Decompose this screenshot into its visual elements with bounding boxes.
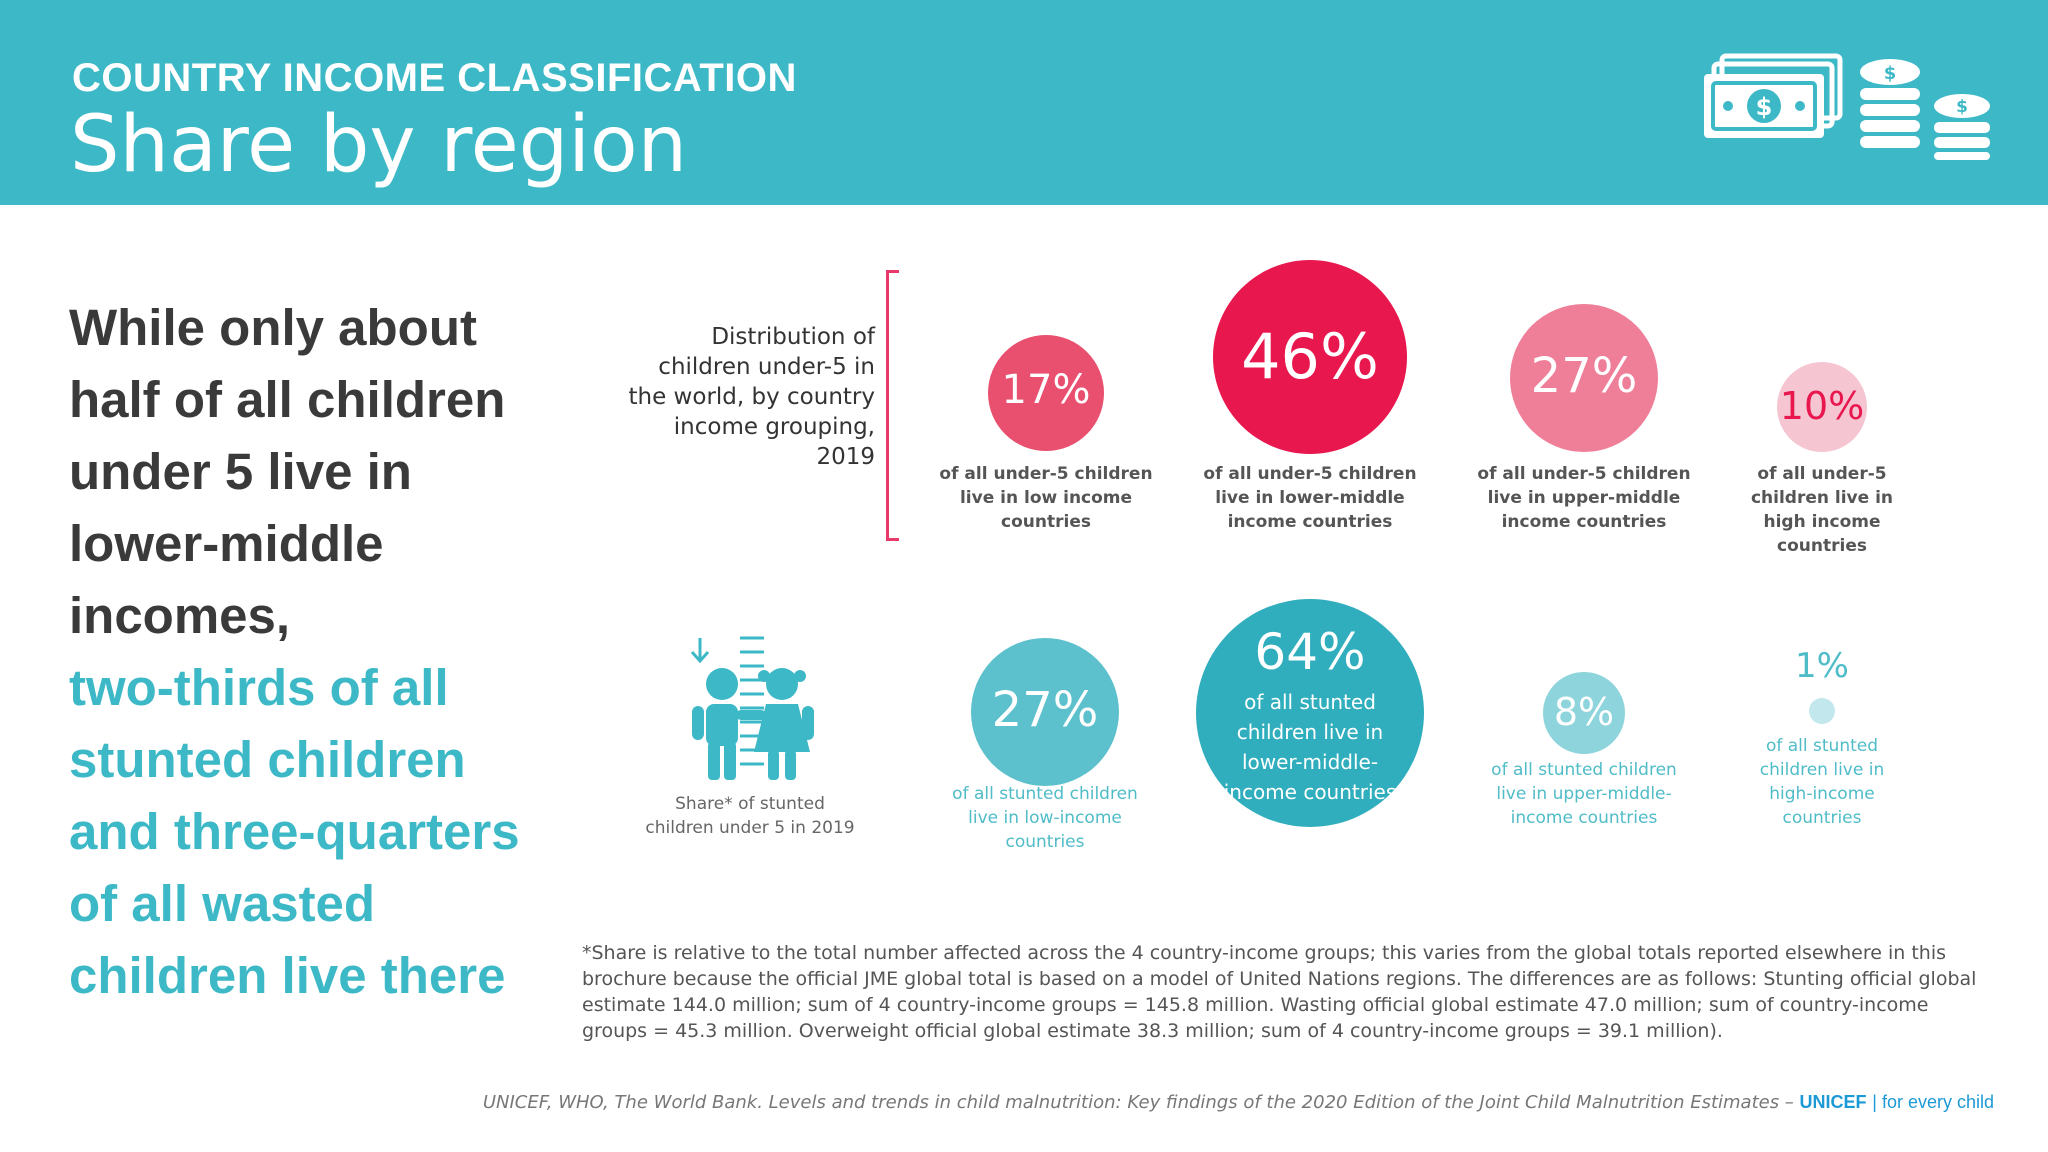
lead-line: under 5 live in [69,443,412,500]
bubble-low-income: 17% [988,335,1104,451]
lead-statement: While only about half of all children un… [69,292,569,1012]
lead-highlight-line: two-thirds of all [69,659,449,716]
bubble-stunted-low-income: 27% [971,638,1119,786]
source-text: UNICEF, WHO, The World Bank. Levels and … [482,1092,1800,1113]
lead-highlight-line: stunted children [69,731,466,788]
lead-line: half of all children [69,371,506,428]
source-tagline: | for every child [1872,1092,1994,1112]
lead-highlight-line: children live there [69,947,506,1004]
distribution-label: Distribution of children under-5 in the … [628,324,876,470]
bubble-value: 46% [1241,320,1379,393]
svg-text:$: $ [1956,97,1968,117]
footnote: *Share is relative to the total number a… [582,942,1977,1042]
lead-line: incomes, [69,587,291,644]
bubble-value: 17% [1001,367,1091,413]
bubble-stunted-upper-middle-income: 8% [1543,672,1625,754]
bubble-caption: of all stunted children live in high-inc… [1759,736,1885,828]
bubble-stunted-lower-middle-income: 64% of all stunted children live in lowe… [1196,599,1424,827]
bubble-stunted-high-income [1809,698,1835,724]
header-banner: COUNTRY INCOME CLASSIFICATION Share by r… [0,0,2048,205]
children-height-icon [690,636,814,780]
bubble-caption: of all stunted children live in upper-mi… [1491,760,1677,828]
section-kicker: COUNTRY INCOME CLASSIFICATION [72,56,797,100]
bubble-caption: of all stunted children live in low-inco… [952,784,1138,852]
lead-line: lower-middle [69,515,384,572]
bubble-upper-middle-income: 27% [1510,304,1658,452]
bubble-value: 8% [1553,690,1615,734]
page-title: Share by region [70,100,688,190]
bubble-value: 10% [1779,384,1865,428]
stunting-label: Share* of stunted children under 5 in 20… [645,794,855,838]
bubble-caption: of all under-5 children live in high inc… [1750,464,1894,556]
lead-highlight-line: of all wasted [69,875,376,932]
bubble-lower-middle-income: 46% [1213,260,1407,454]
bubble-caption: of all under-5 children live in lower-mi… [1203,464,1417,532]
svg-text:$: $ [1884,63,1897,84]
lead-line: While only about [69,299,477,356]
bubble-caption: of all under-5 children live in low inco… [939,464,1153,532]
money-coins-icon: $ $ $ [1704,53,1990,160]
lead-highlight-line: and three-quarters [69,803,520,860]
bubble-value: 64% [1254,623,1366,681]
bubble-value: 1% [1795,646,1849,686]
bubble-value: 27% [1530,348,1638,404]
bubble-value: 27% [991,682,1099,738]
svg-text:$: $ [1756,93,1773,121]
distribution-bracket [886,270,899,541]
source-org: UNICEF [1799,1092,1867,1112]
bubble-high-income: 10% [1777,362,1867,452]
bubble-caption: of all under-5 children live in upper-mi… [1477,464,1691,532]
source-citation: UNICEF, WHO, The World Bank. Levels and … [483,1092,1994,1113]
bubble-inner-caption: of all stunted children live in lower-mi… [1223,690,1397,804]
